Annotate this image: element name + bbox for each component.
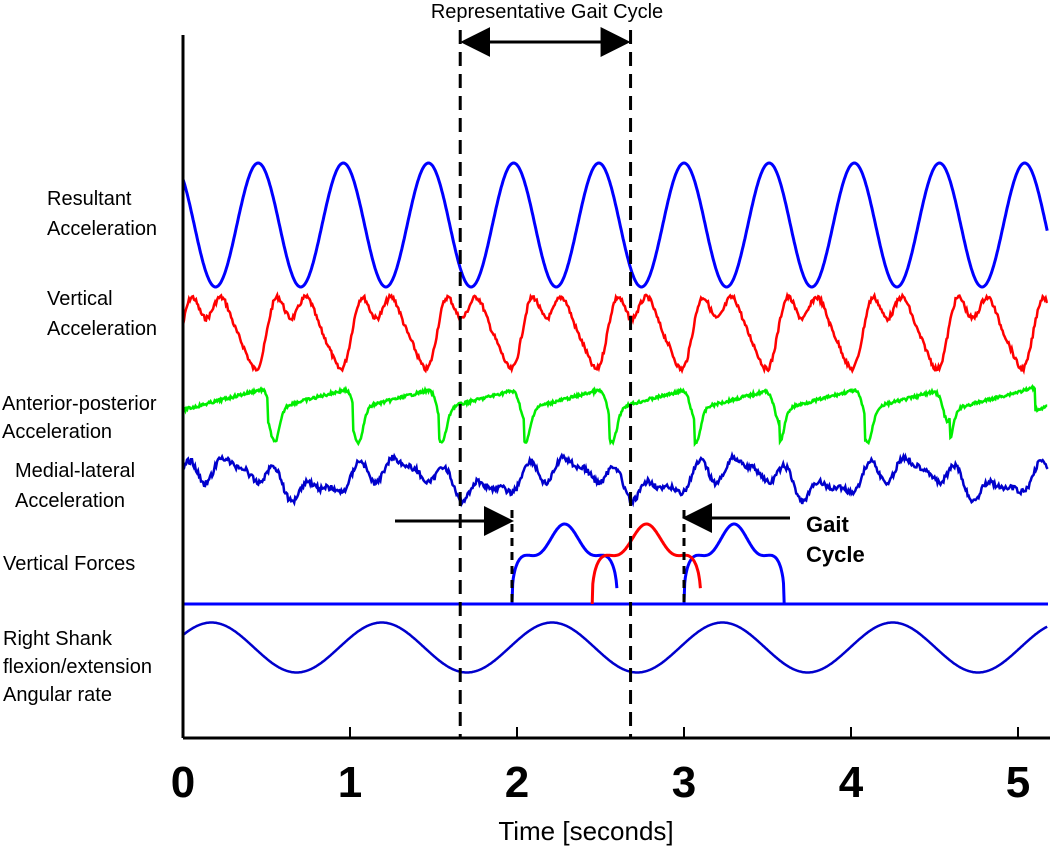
series-label-0-line-1: Acceleration xyxy=(47,218,157,240)
x-ticks: 0 1 2 3 4 5 xyxy=(171,727,1030,807)
force-hump-right-0 xyxy=(510,522,619,605)
x-tick-label-5: 5 xyxy=(1006,758,1030,807)
series-label-5-line-0: Right Shank xyxy=(3,628,113,650)
x-tick-label-4: 4 xyxy=(839,758,864,807)
series-label-0-line-0: Resultant xyxy=(47,188,132,210)
series-label-1-line-0: Vertical xyxy=(47,288,113,310)
series-line-vertical xyxy=(181,291,1048,376)
series-label-3-line-0: Medial-lateral xyxy=(15,460,135,482)
row-labels: Resultant Acceleration Vertical Acceleratio… xyxy=(2,188,157,706)
x-tick-label-3: 3 xyxy=(672,758,696,807)
overlay-annotations xyxy=(395,27,790,738)
plot-area xyxy=(181,161,1049,674)
series-line-resultant xyxy=(181,161,1049,289)
series-line-medial-lateral xyxy=(181,450,1049,508)
force-hump-left-0 xyxy=(590,522,702,605)
x-tick-label-1: 1 xyxy=(338,758,362,807)
chart-title: Representative Gait Cycle xyxy=(431,1,663,23)
series-label-2-line-1: Acceleration xyxy=(2,421,112,443)
x-tick-label-2: 2 xyxy=(505,758,529,807)
series-line-shank xyxy=(182,621,1048,674)
series-label-2-line-0: Anterior-posterior xyxy=(2,393,157,415)
series-label-5-line-1: flexion/extension xyxy=(3,656,152,678)
x-tick-label-0: 0 xyxy=(171,758,195,807)
gait-cycle-label-line2: Cycle xyxy=(806,542,865,567)
x-axis-title: Time [seconds] xyxy=(498,816,673,846)
series-label-4-line-0: Vertical Forces xyxy=(3,553,135,575)
series-label-5-line-2: Angular rate xyxy=(3,684,112,706)
series-label-3-line-1: Acceleration xyxy=(15,490,125,512)
force-hump-right-1 xyxy=(682,522,786,605)
series-line-anterior-posterior xyxy=(181,383,1048,448)
gait-cycle-label-line1: Gait xyxy=(806,512,849,537)
series-label-1-line-1: Acceleration xyxy=(47,318,157,340)
